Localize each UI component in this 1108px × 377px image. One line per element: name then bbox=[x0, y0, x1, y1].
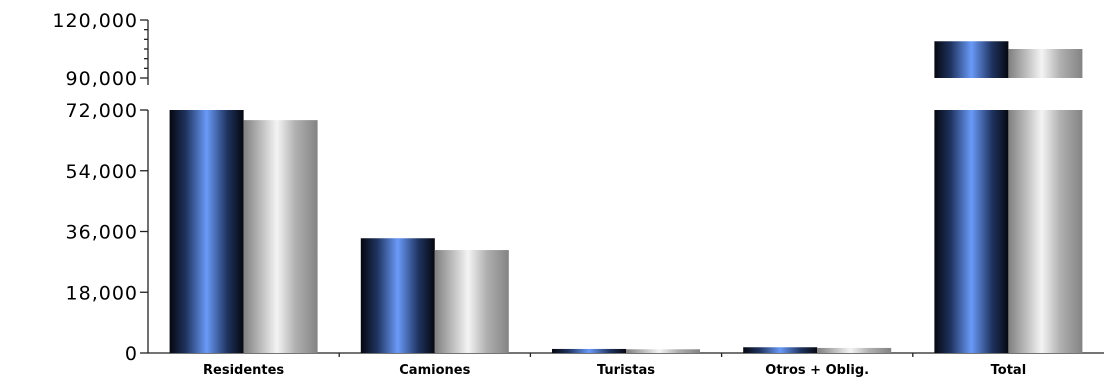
category-labels: Residentes Camiones Turistas Otros + Oblig.… bbox=[203, 363, 1026, 377]
y-tick-label: 120,000 bbox=[52, 10, 138, 32]
x-tick-label: Residentes bbox=[203, 363, 284, 377]
bar-series-1 bbox=[743, 347, 818, 353]
bar-series-1 bbox=[169, 110, 244, 353]
bar-series-2 bbox=[434, 250, 509, 353]
bar-series-2 bbox=[1008, 110, 1083, 353]
bars-group bbox=[169, 41, 1083, 353]
y-tick-label: 90,000 bbox=[66, 68, 138, 90]
bar-series-2 bbox=[817, 347, 892, 353]
bar-series-2 bbox=[243, 120, 318, 353]
bar-series-1-upper bbox=[934, 41, 1009, 78]
bar-series-1 bbox=[360, 238, 435, 353]
y-tick-label: 72,000 bbox=[66, 100, 138, 122]
bar-series-2-upper bbox=[1008, 49, 1083, 78]
x-tick-label: Turistas bbox=[597, 363, 655, 377]
bar-series-2 bbox=[626, 349, 700, 353]
bar-series-1 bbox=[934, 110, 1009, 353]
bar-series-1 bbox=[552, 348, 626, 353]
y-tick-label: 0 bbox=[125, 343, 138, 365]
y-tick-label: 54,000 bbox=[66, 161, 138, 183]
x-tick-label: Otros + Oblig. bbox=[765, 363, 869, 377]
x-tick-label: Camiones bbox=[399, 363, 470, 377]
x-tick-label: Total bbox=[991, 363, 1027, 377]
y-tick-label: 36,000 bbox=[66, 222, 138, 244]
y-tick-label: 18,000 bbox=[66, 282, 138, 304]
y-axis-upper: 90,000 120,000 bbox=[52, 10, 149, 90]
